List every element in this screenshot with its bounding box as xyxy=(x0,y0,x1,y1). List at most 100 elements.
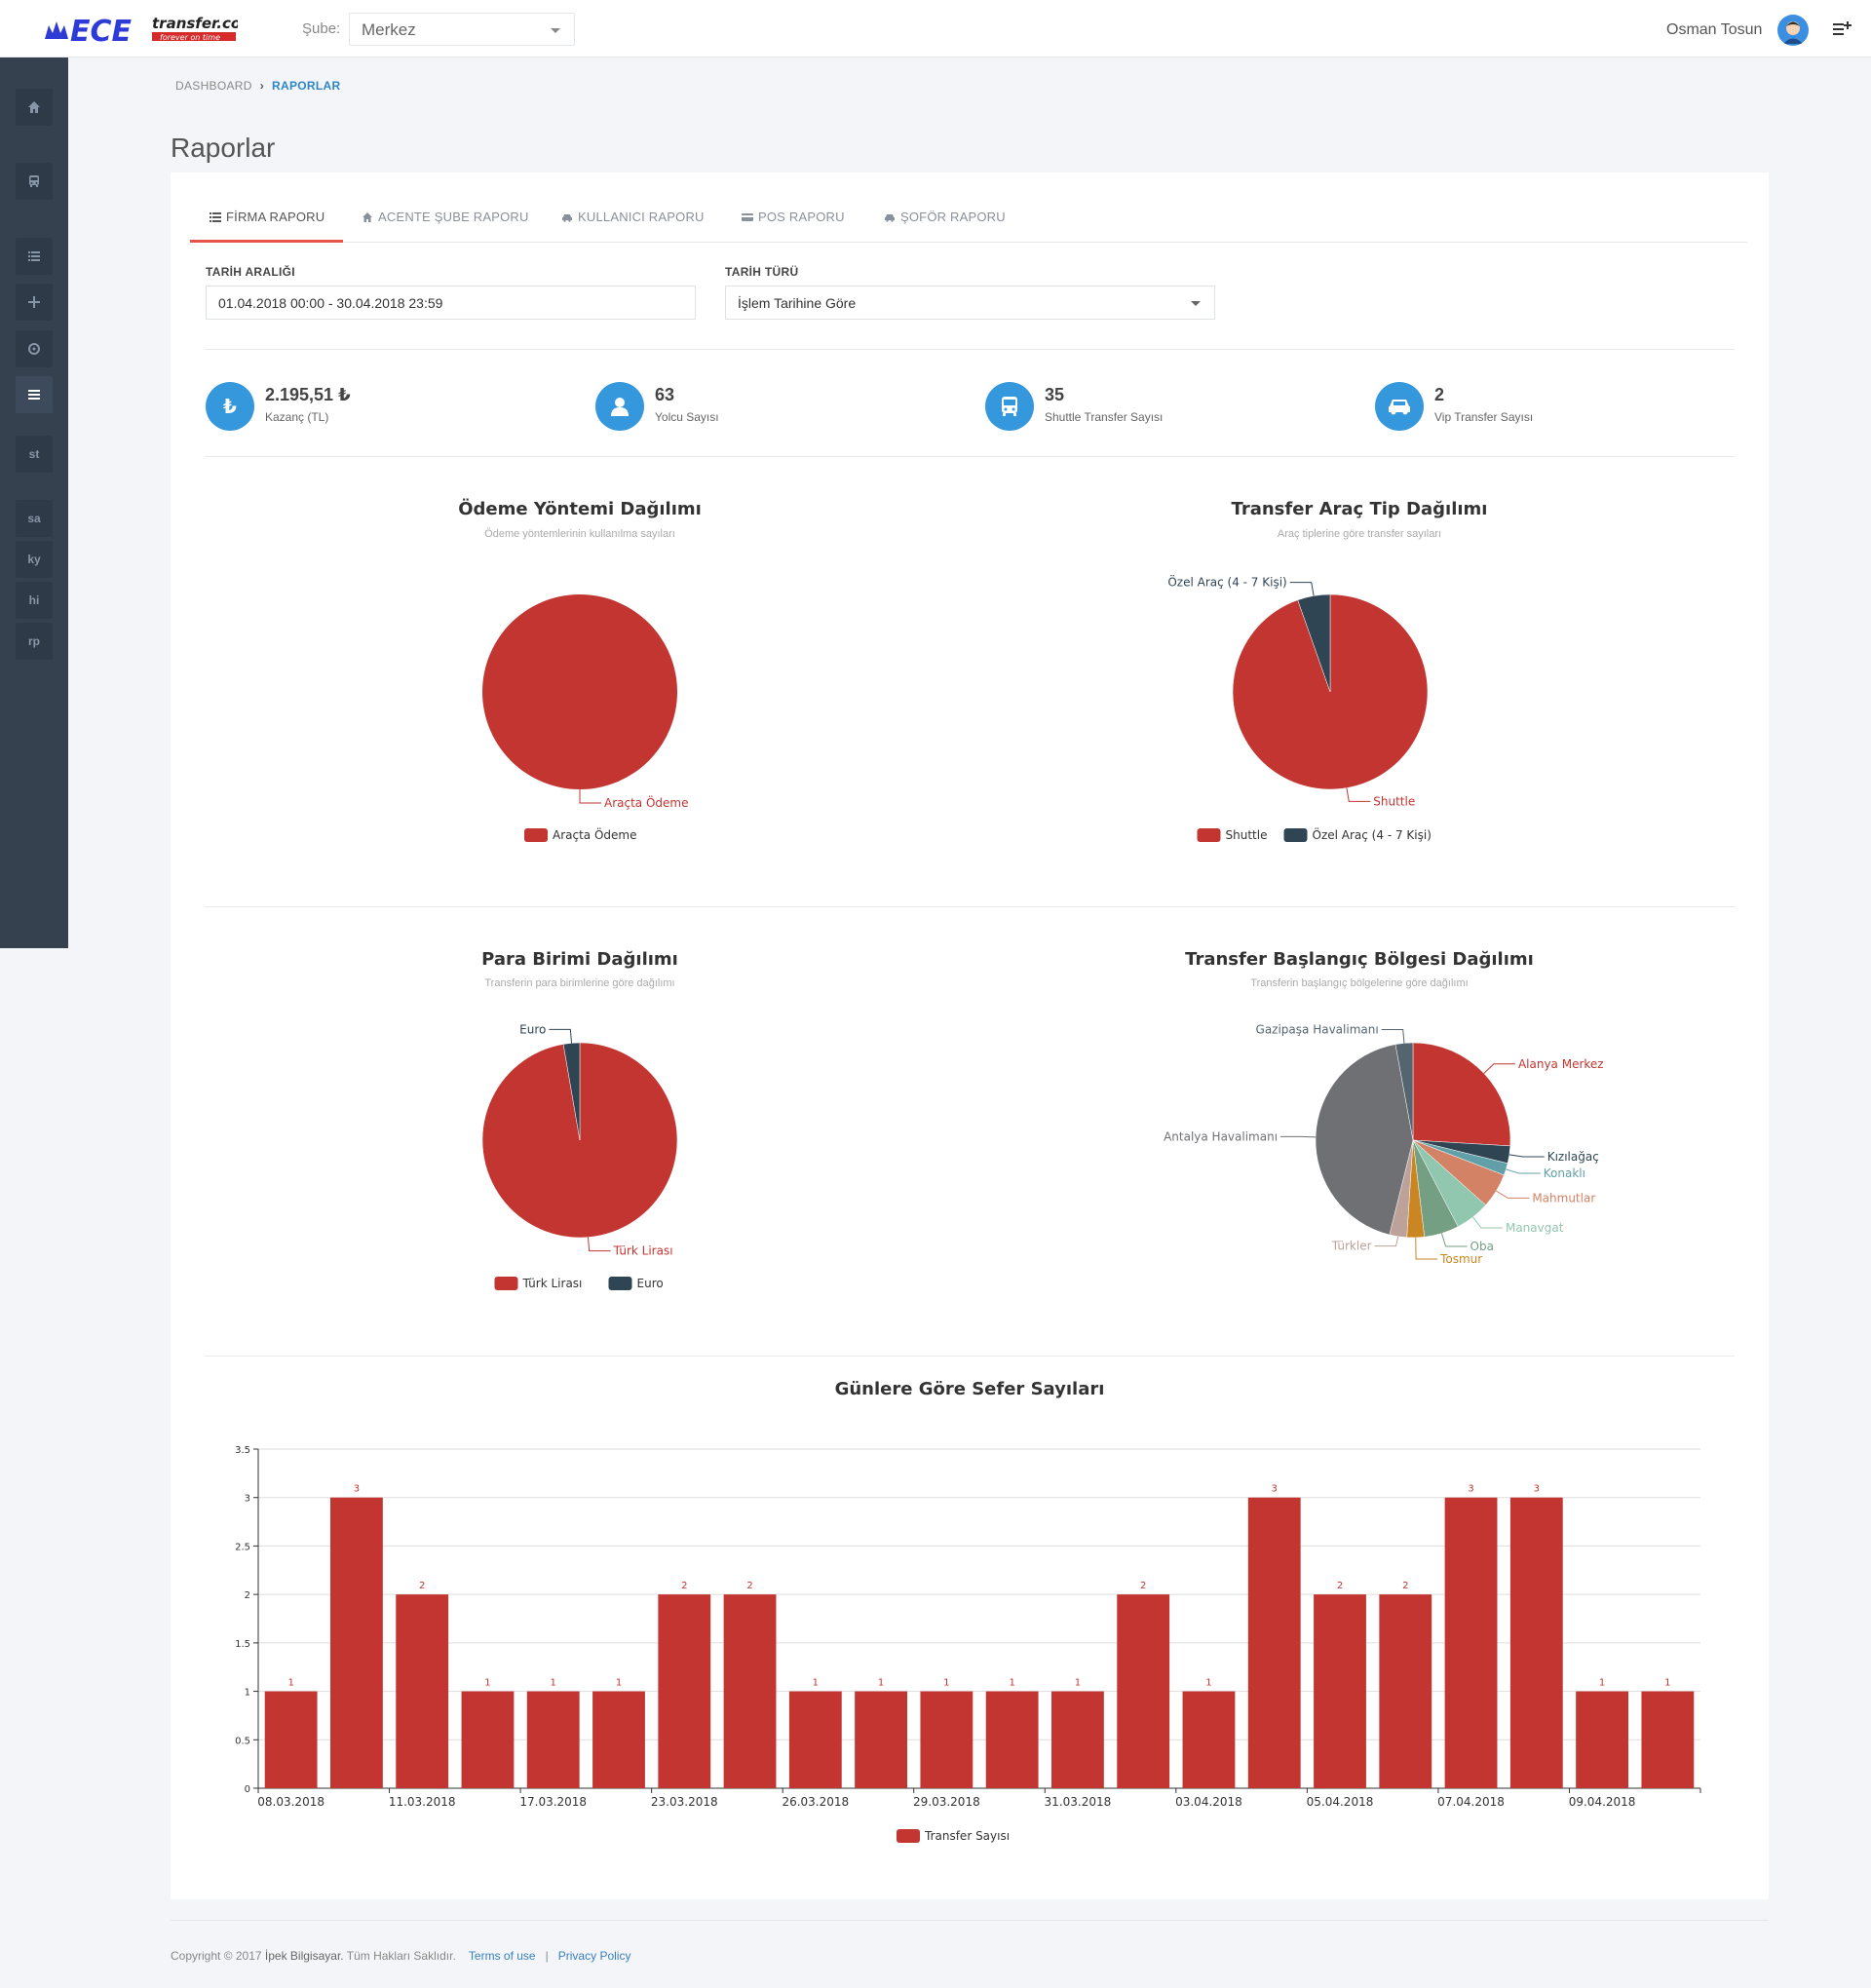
svg-text:₺: ₺ xyxy=(223,395,237,418)
sidebar-item-sa[interactable]: sa xyxy=(16,500,53,537)
legend-swatch[interactable] xyxy=(1197,828,1221,842)
pie-leader-line xyxy=(1374,1236,1399,1247)
y-tick-label: 1.5 xyxy=(235,1639,250,1650)
list-icon xyxy=(28,251,40,261)
stat-label: Yolcu Sayısı xyxy=(655,410,719,424)
bar[interactable] xyxy=(1641,1691,1695,1788)
tab-label: KULLANICI RAPORU xyxy=(578,210,705,224)
car-icon xyxy=(1375,382,1424,431)
pie-slice-euro[interactable] xyxy=(562,1042,581,1141)
legend-label[interactable]: Transfer Sayısı xyxy=(924,1829,1010,1843)
privacy-link[interactable]: Privacy Policy xyxy=(557,1949,631,1963)
stat-value: 2 xyxy=(1434,385,1445,404)
bar-value-label: 2 xyxy=(681,1581,687,1591)
legend-swatch[interactable] xyxy=(494,1277,518,1290)
pie-slice-alanya-merkez[interactable] xyxy=(1412,1042,1511,1147)
legend-label[interactable]: Türk Lirası xyxy=(522,1277,583,1290)
pie-slice-ara-ta-deme[interactable] xyxy=(482,594,677,789)
pie-slice-antalya-havaliman[interactable] xyxy=(1315,1044,1414,1236)
sidebar-item-home[interactable] xyxy=(16,89,53,126)
tab-kullanici-raporu[interactable]: KULLANICI RAPORU xyxy=(561,210,705,224)
x-tick-label: 26.03.2018 xyxy=(782,1795,849,1809)
sidebar-item-add[interactable] xyxy=(16,284,53,321)
divider xyxy=(205,349,1735,350)
bar[interactable] xyxy=(592,1691,645,1788)
divider xyxy=(205,1356,1735,1357)
bar[interactable] xyxy=(1051,1691,1104,1788)
bar[interactable] xyxy=(1182,1691,1236,1788)
pie-leader-line xyxy=(1381,1028,1405,1044)
bar[interactable] xyxy=(1576,1691,1628,1788)
bar[interactable] xyxy=(1314,1594,1366,1788)
bar[interactable] xyxy=(526,1691,580,1788)
x-tick-label: 03.04.2018 xyxy=(1175,1795,1242,1809)
x-tick-label: 23.03.2018 xyxy=(651,1795,718,1809)
bar[interactable] xyxy=(264,1691,318,1788)
bar[interactable] xyxy=(855,1691,907,1788)
legend-label[interactable]: Araçta Ödeme xyxy=(553,826,636,842)
pie-label: Türk Lirası xyxy=(613,1244,673,1258)
sidebar-item-hi[interactable]: hi xyxy=(16,582,53,619)
chevron-down-icon xyxy=(551,28,560,33)
pie-slice-zel-ara-4-7-ki-i[interactable] xyxy=(1297,593,1331,693)
bar[interactable] xyxy=(1444,1497,1498,1788)
bar[interactable] xyxy=(1247,1497,1301,1788)
bar[interactable] xyxy=(330,1497,383,1788)
legend-label[interactable]: Shuttle xyxy=(1226,828,1268,842)
sidebar-item-rp[interactable]: rp xyxy=(16,623,53,660)
date-type-value: İşlem Tarihine Göre xyxy=(738,295,857,311)
stat-value: 2.195,51 ₺ xyxy=(265,385,351,404)
legend-label[interactable]: Euro xyxy=(637,1277,664,1290)
avatar[interactable] xyxy=(1777,15,1809,46)
bar[interactable] xyxy=(1379,1594,1432,1788)
add-list-icon[interactable] xyxy=(1832,19,1852,39)
company-logo[interactable]: ECE transfer.com forever on time xyxy=(43,12,256,49)
user-name[interactable]: Osman Tosun xyxy=(1666,21,1763,38)
bar[interactable] xyxy=(920,1691,974,1788)
pie-leader-line xyxy=(1506,1168,1541,1174)
bar-value-label: 1 xyxy=(1664,1678,1670,1689)
bar[interactable] xyxy=(396,1594,449,1788)
sidebar-item-list[interactable] xyxy=(16,238,53,275)
sidebar-item-settings[interactable] xyxy=(16,330,53,367)
vehicle-type-pie-chart: Shuttle Özel Araç (4 - 7 Kişi) Shuttle Özel… xyxy=(1167,574,1432,842)
bar[interactable] xyxy=(461,1691,515,1788)
sidebar-item-ky[interactable]: ky xyxy=(16,541,53,578)
sidebar-item-st[interactable]: st xyxy=(16,436,53,473)
terms-link[interactable]: Terms of use xyxy=(468,1949,536,1963)
user-icon xyxy=(595,382,644,431)
legend-label[interactable]: Özel Araç (4 - 7 Kişi) xyxy=(1313,826,1432,842)
chart-subtitle: Araç tiplerine göre transfer sayıları xyxy=(1277,528,1442,540)
sidebar: st sa ky hi rp xyxy=(0,57,68,948)
pie-leader-line xyxy=(549,1028,573,1044)
date-range-input[interactable]: 01.04.2018 00:00 - 30.04.2018 23:59 xyxy=(206,286,696,320)
bar[interactable] xyxy=(1117,1594,1170,1788)
sidebar-item-menu[interactable] xyxy=(16,376,53,413)
tab-acente-sube-raporu[interactable]: ACENTE ŞUBE RAPORU xyxy=(362,210,529,224)
bar[interactable] xyxy=(658,1594,711,1788)
breadcrumb-root[interactable]: DASHBOARD xyxy=(175,79,252,93)
pie-slice-gazipa-a-havaliman[interactable] xyxy=(1394,1042,1414,1141)
sidebar-item-bus[interactable] xyxy=(16,163,53,200)
legend-swatch[interactable] xyxy=(524,828,548,842)
start-region-pie-chart: Alanya Merkez Kızılağaç Konaklı Mahmutlar Ma… xyxy=(1164,1022,1604,1265)
bar[interactable] xyxy=(985,1691,1039,1788)
report-card: FİRMA RAPORU ACENTE ŞUBE RAPORU KULLANIC… xyxy=(171,172,1769,1899)
tab-label: POS RAPORU xyxy=(758,210,845,224)
legend-swatch[interactable] xyxy=(1283,828,1308,842)
y-tick-label: 2 xyxy=(245,1590,250,1601)
tab-firma-raporu[interactable]: FİRMA RAPORU xyxy=(210,210,325,224)
top-header: ECE transfer.com forever on time Şube: M… xyxy=(0,0,1871,57)
pie-label: Türkler xyxy=(1331,1240,1372,1253)
legend-swatch[interactable] xyxy=(897,1829,920,1843)
tab-pos-raporu[interactable]: POS RAPORU xyxy=(742,210,845,224)
bar[interactable] xyxy=(723,1594,777,1788)
x-tick-label: 09.04.2018 xyxy=(1569,1795,1636,1809)
legend-swatch[interactable] xyxy=(608,1277,632,1290)
bar[interactable] xyxy=(1509,1497,1563,1788)
date-type-select[interactable]: İşlem Tarihine Göre xyxy=(725,286,1215,320)
branch-select[interactable]: Merkez xyxy=(349,13,575,46)
bar[interactable] xyxy=(788,1691,842,1788)
logo-tagline: forever on time xyxy=(160,33,220,42)
tab-sofor-raporu[interactable]: ŞOFÖR RAPORU xyxy=(884,210,1006,224)
